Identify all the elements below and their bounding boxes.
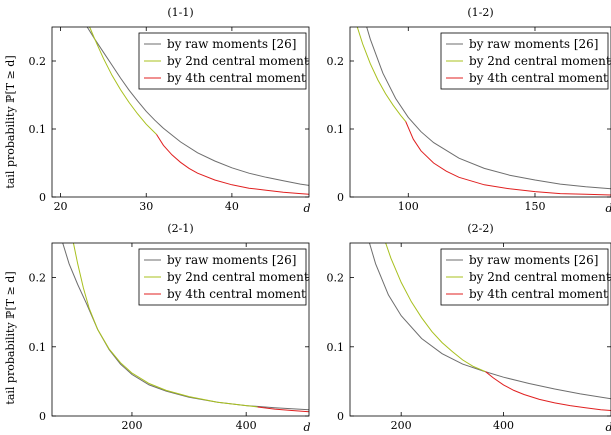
x-tick-label: 100 — [398, 200, 419, 213]
legend-label: by 4th central moment — [167, 71, 306, 85]
legend-label: by 2nd central moment — [167, 54, 309, 68]
y-tick-label: 0.2 — [327, 55, 345, 68]
y-tick-label: 0.1 — [29, 341, 47, 354]
legend-label: by 2nd central moment — [469, 270, 611, 284]
legend-label: by 4th central moment — [469, 71, 608, 85]
y-tick-label: 0.1 — [327, 341, 345, 354]
x-axis-label: d — [605, 421, 611, 434]
y-axis-label-row-2: tail probability ℙ[T ≥ d] — [4, 271, 17, 404]
legend-box — [440, 32, 609, 90]
x-tick-label: 150 — [524, 200, 545, 213]
legend-label: by 4th central moment — [167, 287, 306, 301]
axes-frame — [349, 242, 611, 417]
y-tick-label: 0.1 — [29, 123, 47, 136]
legend-label: by raw moments [26] — [167, 37, 297, 51]
series-line-raw — [86, 27, 309, 186]
chart-panel-1: (1-1) 0 0.1 0.2 20 30 40 d by raw moments [26] by… — [29, 6, 311, 215]
series-line-second — [385, 243, 486, 373]
series-line-second — [72, 243, 258, 408]
legend-box — [138, 248, 307, 306]
y-tick-label: 0.1 — [327, 123, 345, 136]
x-tick-label: 400 — [236, 419, 257, 432]
y-tick-label: 0.2 — [29, 55, 47, 68]
series-line-fourth — [156, 134, 309, 195]
series-line-second — [356, 27, 407, 122]
panel-title: (2-2) — [467, 222, 493, 235]
y-tick-label: 0.2 — [29, 272, 47, 285]
legend-box — [440, 248, 609, 306]
legend-label: by raw moments [26] — [469, 253, 599, 267]
chart-panel-2: (1-2) 0 0.1 0.2 100 150 d by raw moments [26] by… — [327, 6, 611, 215]
legend-label: by 2nd central moment — [167, 270, 309, 284]
x-tick-label: 400 — [493, 419, 514, 432]
axes-frame — [349, 26, 611, 198]
y-tick-label: 0 — [337, 191, 344, 204]
x-tick-label: 40 — [225, 200, 239, 213]
x-axis-label: d — [303, 202, 310, 215]
x-tick-label: 200 — [391, 419, 412, 432]
legend-label: by 4th central moment — [469, 287, 608, 301]
series-line-raw — [366, 27, 611, 190]
legend-label: by 2nd central moment — [469, 54, 611, 68]
y-tick-label: 0 — [39, 191, 46, 204]
y-tick-label: 0 — [39, 410, 46, 423]
panel-title: (1-1) — [167, 6, 193, 19]
axes-frame — [51, 242, 310, 417]
legend-box — [138, 32, 307, 90]
y-tick-label: 0 — [337, 410, 344, 423]
y-tick-label: 0.2 — [327, 272, 345, 285]
series-line-fourth — [257, 406, 309, 413]
legend-label: by raw moments [26] — [469, 37, 599, 51]
chart-panel-3: (2-1) 0 0.1 0.2 200 400 d by raw moments [26] by… — [29, 222, 311, 434]
series-line-fourth — [485, 371, 611, 411]
legend-label: by raw moments [26] — [167, 253, 297, 267]
series-line-fourth — [405, 121, 611, 196]
series-line-raw — [368, 243, 611, 400]
series-line-second — [88, 27, 157, 135]
x-tick-label: 30 — [139, 200, 153, 213]
axes-frame — [51, 26, 310, 198]
x-axis-label: d — [303, 421, 310, 434]
x-tick-label: 20 — [54, 200, 68, 213]
panel-title: (2-1) — [167, 222, 193, 235]
x-tick-label: 200 — [121, 419, 142, 432]
chart-panel-4: (2-2) 0 0.1 0.2 200 400 d by raw moments [26] by… — [327, 222, 611, 434]
panel-title: (1-2) — [467, 6, 493, 19]
y-axis-label-row-1: tail probability ℙ[T ≥ d] — [4, 55, 17, 188]
x-axis-label: d — [605, 202, 611, 215]
